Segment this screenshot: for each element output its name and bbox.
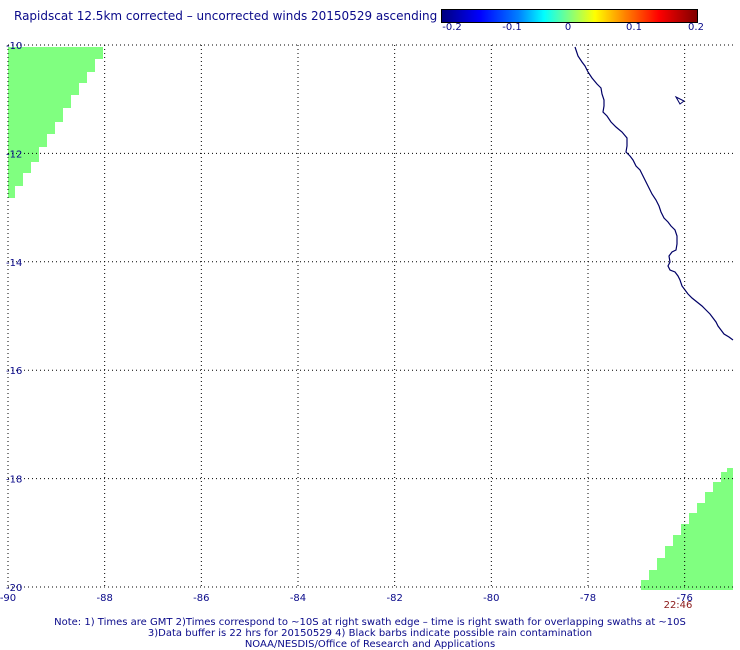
- lat-tick-label: -16: [6, 366, 22, 377]
- coastline: [574, 46, 734, 341]
- note-line-3: NOAA/NESDIS/Office of Research and Appli…: [244, 639, 496, 650]
- island: [674, 95, 685, 105]
- lon-tick-label: -88: [96, 593, 112, 604]
- lon-tick-label: -82: [386, 593, 402, 604]
- swath-time-label: 22:46: [664, 600, 693, 611]
- lat-tick-label: -10: [6, 41, 22, 52]
- colorbar-label-neg-0-2: -0.2: [442, 22, 462, 33]
- lon-tick-label: -86: [193, 593, 209, 604]
- lon-tick-label: -80: [483, 593, 499, 604]
- note-line-1: Note: 1) Times are GMT 2)Times correspon…: [54, 617, 686, 628]
- plot-title: Rapidscat 12.5km corrected – uncorrected…: [14, 9, 438, 23]
- colorbar: [441, 9, 698, 23]
- lon-tick-label: -78: [580, 593, 596, 604]
- lon-tick-label: -76: [676, 593, 692, 604]
- lon-tick-label: -84: [290, 593, 306, 604]
- lat-tick-label: -12: [6, 149, 22, 160]
- swath-coverage-bottom-right: [641, 468, 733, 590]
- note-line-2: 3)Data buffer is 22 hrs for 20150529 4) …: [147, 628, 593, 639]
- lon-tick-label: -90: [0, 593, 16, 604]
- colorbar-label-0: 0: [564, 22, 572, 33]
- lat-tick-label: -20: [6, 583, 22, 594]
- swath-coverage-top-left: [8, 47, 103, 198]
- lat-tick-label: -14: [6, 258, 22, 269]
- lat-tick-label: -18: [6, 475, 22, 486]
- colorbar-label-0-2: 0.2: [688, 22, 704, 33]
- colorbar-label-neg-0-1: -0.1: [502, 22, 522, 33]
- colorbar-label-0-1: 0.1: [626, 22, 642, 33]
